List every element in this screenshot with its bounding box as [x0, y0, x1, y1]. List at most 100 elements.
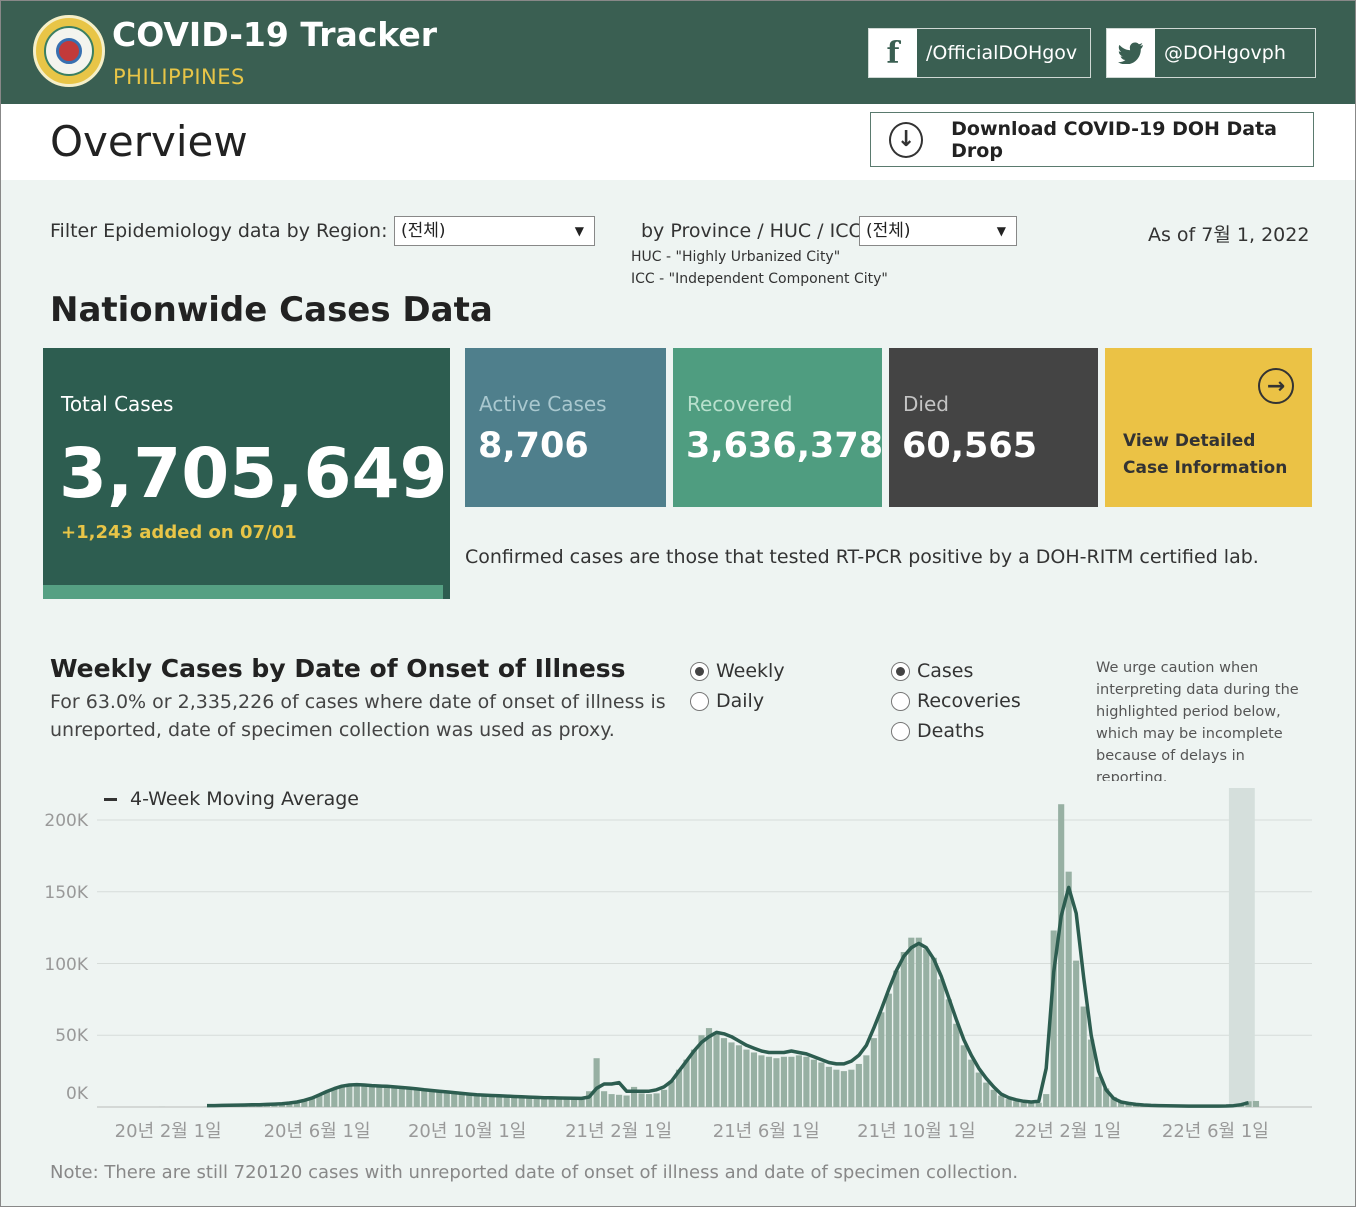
- chart-bar: [938, 979, 945, 1107]
- radio-daily[interactable]: Daily: [690, 690, 764, 712]
- chart-bar: [780, 1056, 788, 1107]
- y-tick-label: 50K: [55, 1026, 89, 1046]
- chart-bar: [1005, 1099, 1012, 1107]
- chart-bar: [728, 1042, 735, 1107]
- weekly-chart-title: Weekly Cases by Date of Onset of Illness: [50, 654, 626, 683]
- chart-bar: [803, 1056, 810, 1107]
- chart-bar: [451, 1092, 458, 1107]
- legend-label: 4-Week Moving Average: [130, 788, 359, 810]
- chart-bar: [488, 1095, 495, 1107]
- chart-bar: [990, 1089, 997, 1107]
- view-detailed-label: View Detailed Case Information: [1123, 431, 1288, 478]
- chart-bar: [1252, 1100, 1260, 1107]
- chart-bar: [548, 1097, 555, 1107]
- chart-bar: [518, 1096, 525, 1107]
- chart-bar: [810, 1059, 817, 1107]
- chart-bar: [473, 1094, 480, 1107]
- download-arrow-icon: ↓: [889, 121, 924, 158]
- app-subtitle: PHILIPPINES: [113, 65, 245, 89]
- chart-bar: [1118, 1101, 1125, 1107]
- chart-bar: [998, 1095, 1005, 1107]
- chart-bar: [511, 1096, 518, 1107]
- chart-bar: [376, 1086, 383, 1107]
- total-cases-accent-bar: [43, 585, 443, 599]
- radio-cases[interactable]: Cases: [891, 660, 973, 682]
- top-bar: COVID-19 Tracker PHILIPPINES f /Official…: [1, 1, 1355, 104]
- download-data-drop-button[interactable]: ↓ Download COVID-19 DOH Data Drop: [870, 112, 1314, 167]
- province-select[interactable]: (전체) ▼: [859, 216, 1017, 246]
- radio-deaths-label: Deaths: [917, 720, 985, 742]
- highlighted-period: [1228, 788, 1255, 1107]
- chevron-down-icon: ▼: [574, 224, 584, 238]
- chart-bar: [556, 1098, 563, 1107]
- chart-bar: [533, 1097, 540, 1107]
- radio-weekly[interactable]: Weekly: [690, 660, 785, 682]
- facebook-link[interactable]: f /OfficialDOHgov: [868, 28, 1091, 78]
- chart-bar: [855, 1063, 862, 1107]
- twitter-label: @DOHgovph: [1164, 42, 1286, 64]
- radio-deaths[interactable]: Deaths: [891, 720, 984, 742]
- active-cases-label: Active Cases: [479, 392, 607, 416]
- chart-bar: [1043, 1094, 1050, 1107]
- chart-bar: [353, 1084, 360, 1107]
- chart-bar: [361, 1084, 368, 1107]
- weekly-chart-description: For 63.0% or 2,335,226 of cases where da…: [50, 691, 666, 741]
- chart-bar: [1080, 1006, 1087, 1107]
- chevron-down-icon: ▼: [996, 224, 1006, 238]
- chart-bar: [383, 1085, 390, 1107]
- chart-bar: [541, 1097, 548, 1107]
- twitter-link[interactable]: @DOHgovph: [1106, 28, 1316, 78]
- recovered-value: 3,636,378: [686, 426, 884, 466]
- y-tick-label: 0K: [66, 1084, 89, 1104]
- chart-bar: [1095, 1076, 1102, 1107]
- chart-bar: [1050, 930, 1057, 1107]
- chart-bar: [758, 1055, 765, 1107]
- chart-bar: [915, 937, 922, 1107]
- chart-bar: [571, 1098, 578, 1107]
- chart-bar: [278, 1104, 285, 1107]
- region-select[interactable]: (전체) ▼: [394, 216, 595, 246]
- chart-bar: [601, 1091, 608, 1107]
- radio-weekly-label: Weekly: [716, 660, 785, 682]
- total-cases-value: 3,705,649: [59, 434, 448, 514]
- radio-button-selected: [690, 661, 709, 681]
- page-title: Overview: [50, 117, 248, 166]
- chart-bar: [481, 1094, 488, 1107]
- chart-bar: [338, 1085, 345, 1107]
- active-cases-card: Active Cases 8,706: [465, 348, 666, 507]
- cases-added-today: +1,243 added on 07/01: [61, 522, 297, 543]
- chart-bar: [893, 970, 900, 1107]
- died-card: Died 60,565: [889, 348, 1098, 507]
- chart-bar: [930, 957, 937, 1107]
- chart-bar: [578, 1098, 585, 1107]
- chart-bar: [645, 1094, 653, 1107]
- chart-bar: [308, 1098, 315, 1107]
- chart-bar: [825, 1066, 832, 1107]
- chart-bar: [885, 993, 892, 1107]
- chart-bar: [301, 1100, 308, 1107]
- region-filter-label: Filter Epidemiology data by Region:: [50, 220, 388, 242]
- chart-bar: [406, 1087, 413, 1107]
- chart-bar: [720, 1038, 728, 1107]
- chart-bar: [795, 1055, 802, 1107]
- chart-bar: [458, 1093, 465, 1107]
- view-detailed-case-button[interactable]: → View Detailed Case Information: [1105, 348, 1312, 507]
- facebook-label: /OfficialDOHgov: [926, 42, 1078, 64]
- chart-bar: [1065, 871, 1072, 1107]
- chart-bar: [668, 1081, 675, 1107]
- chart-bar: [503, 1096, 510, 1107]
- moving-average-line: [207, 885, 1249, 1108]
- chart-bar: [840, 1071, 847, 1107]
- x-tick-label: 20년 2월 1일: [115, 1121, 222, 1142]
- chart-bar: [683, 1059, 690, 1107]
- legend-line-swatch: [104, 797, 117, 801]
- chart-bar: [413, 1088, 420, 1107]
- caution-note: We urge caution when interpreting data d…: [1096, 660, 1299, 781]
- chart-bar: [443, 1091, 450, 1107]
- chart-bar: [975, 1072, 982, 1107]
- chart-bar: [1110, 1096, 1117, 1107]
- chart-bar: [1073, 960, 1080, 1107]
- weekly-cases-chart[interactable]: 200K 150K 100K 50K 0K 20년 2월 1일 20년 6월 1일 20년 1…: [0, 780, 1356, 1150]
- facebook-icon: f: [869, 29, 917, 77]
- radio-recoveries[interactable]: Recoveries: [891, 690, 1021, 712]
